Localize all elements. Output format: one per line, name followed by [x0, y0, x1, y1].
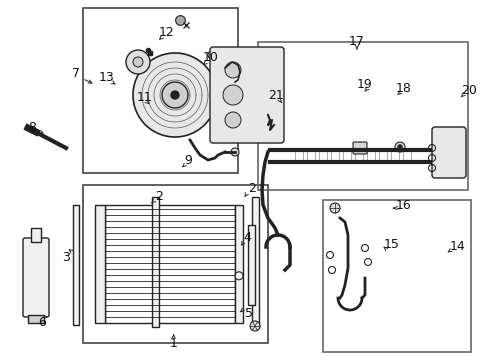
- Circle shape: [230, 148, 239, 156]
- Circle shape: [224, 112, 241, 128]
- Text: 12: 12: [158, 26, 174, 39]
- Text: 10: 10: [202, 51, 218, 64]
- Bar: [31, 228, 41, 242]
- Text: 19: 19: [356, 78, 371, 91]
- Text: 11: 11: [136, 91, 152, 104]
- Circle shape: [394, 142, 404, 152]
- Bar: [28, 315, 44, 323]
- Circle shape: [133, 53, 217, 137]
- Circle shape: [162, 82, 187, 108]
- Bar: [330, 149, 338, 163]
- Bar: [235, 205, 243, 323]
- Text: 20: 20: [461, 84, 476, 96]
- Text: 7: 7: [72, 67, 80, 80]
- Bar: [258, 42, 467, 190]
- FancyBboxPatch shape: [23, 238, 49, 317]
- Text: 13: 13: [99, 71, 114, 84]
- Circle shape: [249, 321, 260, 331]
- Text: 8: 8: [28, 121, 36, 134]
- Bar: [306, 149, 314, 163]
- Circle shape: [207, 51, 216, 59]
- Bar: [105, 205, 235, 323]
- Text: 1: 1: [169, 337, 177, 350]
- Bar: [342, 149, 350, 163]
- Text: 6: 6: [38, 316, 45, 329]
- Text: 9: 9: [184, 154, 192, 167]
- Text: 2: 2: [155, 190, 163, 203]
- Text: 15: 15: [383, 238, 398, 251]
- Text: 21: 21: [268, 89, 284, 102]
- Text: 4: 4: [243, 231, 250, 244]
- FancyBboxPatch shape: [352, 142, 366, 154]
- Bar: [366, 149, 374, 163]
- Text: 16: 16: [395, 199, 410, 212]
- Circle shape: [224, 62, 241, 78]
- Circle shape: [133, 57, 142, 67]
- Bar: [247, 225, 254, 305]
- Circle shape: [235, 272, 243, 280]
- Bar: [251, 197, 259, 327]
- Bar: [402, 149, 410, 163]
- Circle shape: [397, 145, 401, 149]
- Text: 14: 14: [448, 240, 464, 253]
- Bar: [318, 149, 326, 163]
- Text: 17: 17: [348, 35, 364, 48]
- Bar: [390, 149, 398, 163]
- Circle shape: [171, 91, 179, 99]
- Bar: [152, 197, 159, 327]
- Circle shape: [223, 85, 243, 105]
- Bar: [354, 149, 362, 163]
- Bar: [83, 8, 238, 173]
- Text: 2: 2: [247, 183, 255, 195]
- Bar: [323, 200, 470, 352]
- FancyBboxPatch shape: [431, 127, 465, 178]
- Circle shape: [126, 50, 150, 74]
- Bar: [95, 205, 105, 323]
- Bar: [294, 149, 303, 163]
- Bar: [378, 149, 386, 163]
- Text: 18: 18: [395, 82, 410, 95]
- Bar: [83, 185, 267, 343]
- Bar: [73, 205, 79, 325]
- Text: 3: 3: [62, 251, 70, 264]
- Circle shape: [329, 203, 339, 213]
- FancyBboxPatch shape: [209, 47, 284, 143]
- Text: 5: 5: [245, 307, 253, 320]
